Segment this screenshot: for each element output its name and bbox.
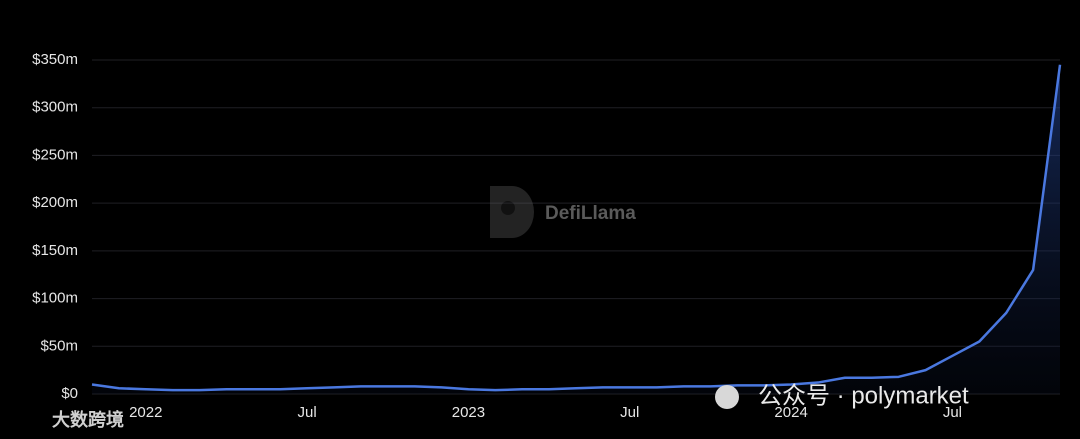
y-tick-label: $50m <box>40 337 78 354</box>
y-tick-label: $300m <box>32 99 78 116</box>
wechat-icon <box>715 385 739 409</box>
y-tick-label: $150m <box>32 242 78 259</box>
x-tick-label: 2024 <box>774 404 807 421</box>
overlay-text: 大数跨境 <box>52 409 124 430</box>
y-tick-label: $200m <box>32 194 78 211</box>
overlay-text: 公众号 · polymarket <box>758 382 969 409</box>
y-tick-label: $350m <box>32 51 78 68</box>
x-tick-label: Jul <box>298 404 317 421</box>
x-tick-label: Jul <box>943 404 962 421</box>
line <box>91 64 1062 392</box>
x-tick-label: 2023 <box>452 404 485 421</box>
x-tick-label: Jul <box>620 404 639 421</box>
y-tick-label: $0 <box>61 385 78 402</box>
y-tick-label: $100m <box>32 290 78 307</box>
plot <box>91 64 1062 395</box>
y-tick-label: $250m <box>32 146 78 163</box>
watermark: DefiLlama <box>545 203 636 224</box>
area <box>92 64 1060 395</box>
watermark-logo <box>490 186 534 238</box>
x-tick-label: 2022 <box>129 404 162 421</box>
